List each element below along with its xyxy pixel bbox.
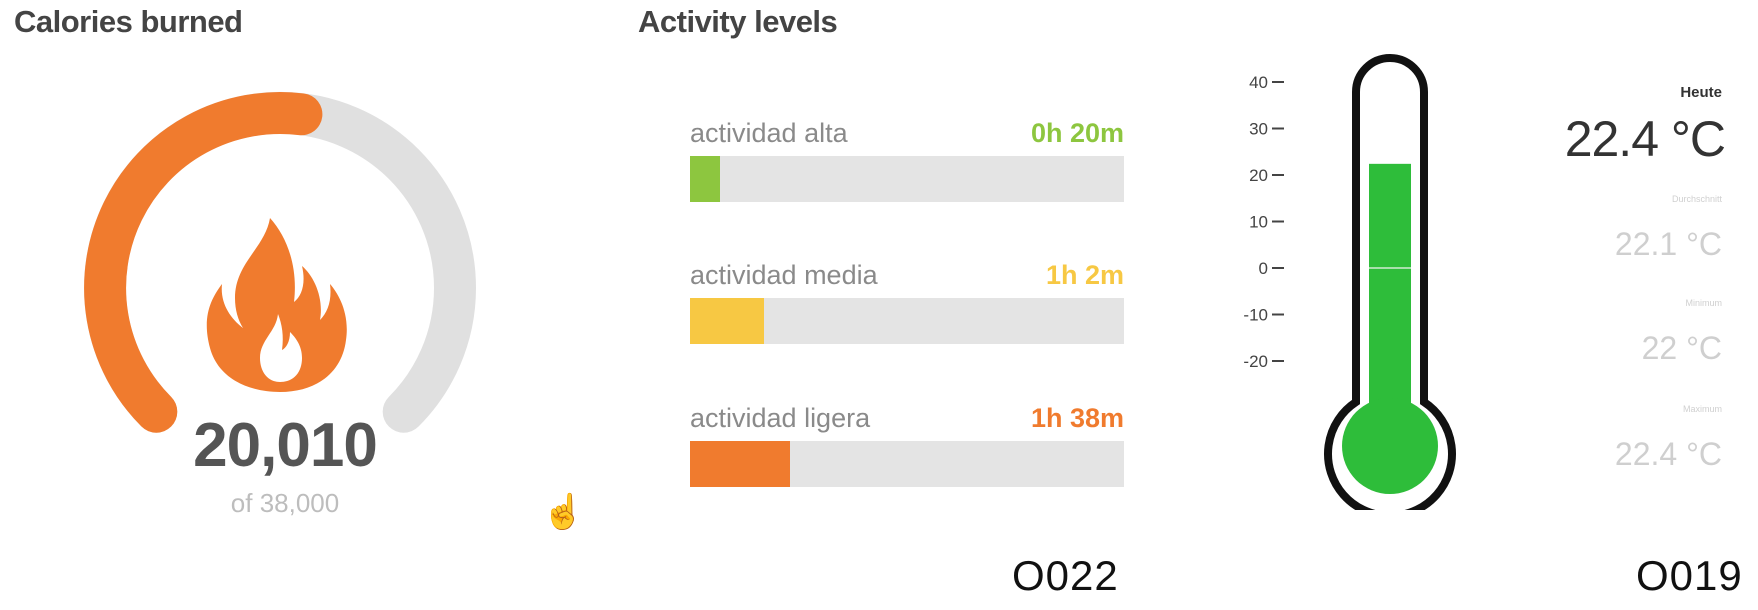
activity-label: actividad ligera bbox=[690, 403, 871, 433]
calories-goal: of 38,000 bbox=[230, 488, 340, 518]
code-label-right: O019 bbox=[1636, 552, 1743, 599]
maximum-temperature: 22.4 °C bbox=[1614, 436, 1722, 472]
flame-icon bbox=[206, 218, 347, 392]
thermometer-scale: 40 30 20 10 0 -10 -20 bbox=[1243, 73, 1284, 371]
thermometer-tick-label: -10 bbox=[1243, 306, 1268, 325]
maximum-label: Maximum bbox=[1682, 404, 1722, 414]
activity-bar-fill bbox=[690, 441, 790, 487]
activity-bar-fill bbox=[690, 156, 721, 202]
calories-value: 20,010 bbox=[193, 411, 378, 480]
calories-gauge bbox=[84, 91, 476, 433]
thermometer-fill bbox=[1369, 163, 1411, 440]
code-label-left: O022 bbox=[1012, 552, 1119, 599]
thermometer-tick-label: 20 bbox=[1249, 166, 1268, 185]
activity-bar-track bbox=[690, 441, 1124, 487]
activity-bar-track bbox=[690, 156, 1124, 202]
average-temperature: 22.1 °C bbox=[1614, 226, 1722, 262]
activity-title: Activity levels bbox=[638, 4, 838, 39]
thermometer-tick-label: 30 bbox=[1249, 120, 1268, 139]
activity-bar-fill bbox=[690, 298, 764, 344]
activity-label: actividad media bbox=[690, 260, 878, 290]
average-label: Durchschnitt bbox=[1671, 194, 1722, 204]
activity-bar-track bbox=[690, 298, 1124, 344]
thermometer-bulb bbox=[1342, 398, 1438, 494]
gauge-progress-arc bbox=[84, 92, 323, 433]
thermometer: 40 30 20 10 0 -10 -20 bbox=[1243, 53, 1456, 510]
pointer-hand-icon: ☝ bbox=[542, 493, 585, 531]
calories-title: Calories burned bbox=[14, 4, 243, 39]
thermometer-tick-label: 0 bbox=[1259, 259, 1268, 278]
minimum-temperature: 22 °C bbox=[1641, 330, 1722, 366]
activity-time: 0h 20m bbox=[1030, 118, 1124, 148]
activity-time: 1h 2m bbox=[1045, 260, 1124, 290]
thermometer-tick-label: 40 bbox=[1249, 73, 1268, 92]
today-temperature: 22.4 °C bbox=[1564, 111, 1726, 167]
activity-time: 1h 38m bbox=[1030, 403, 1124, 433]
today-label: Heute bbox=[1680, 84, 1722, 101]
minimum-label: Minimum bbox=[1685, 298, 1722, 308]
thermometer-tick-label: -20 bbox=[1243, 352, 1268, 371]
thermometer-tick-label: 10 bbox=[1249, 213, 1268, 232]
activity-label: actividad alta bbox=[690, 118, 848, 148]
